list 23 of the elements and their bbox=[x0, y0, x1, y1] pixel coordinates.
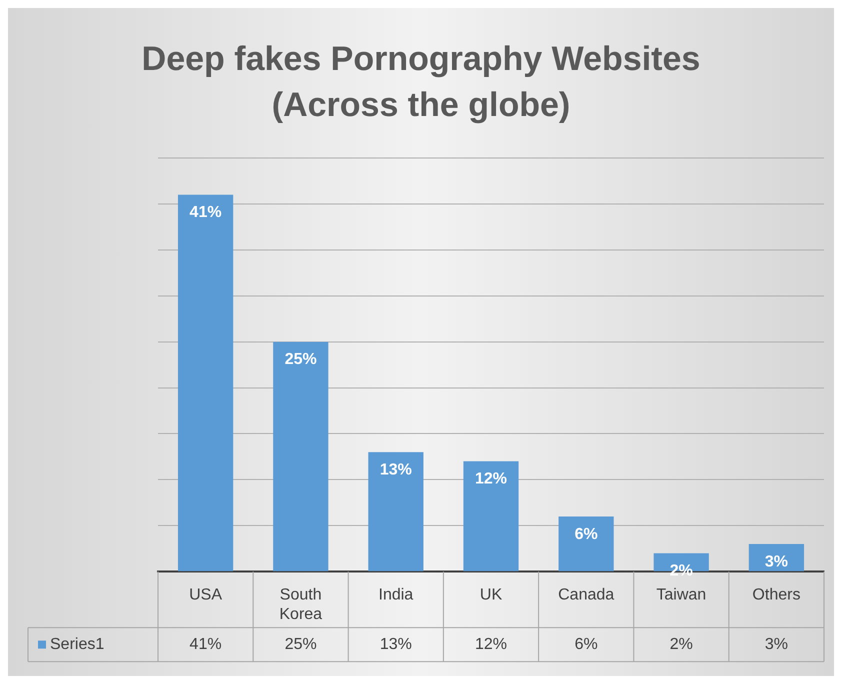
x-tick-label: South Korea bbox=[279, 586, 322, 623]
text: 3% bbox=[764, 553, 788, 570]
data-label: 13% bbox=[380, 636, 412, 654]
text: 6% bbox=[574, 526, 598, 543]
x-tick-label: UK bbox=[480, 586, 502, 604]
data-label: 6% bbox=[574, 636, 598, 654]
data-label: 12% bbox=[474, 636, 508, 654]
data-label: 3% bbox=[764, 636, 788, 654]
data-label: 41% bbox=[190, 636, 222, 654]
x-tick-label: Canada bbox=[558, 586, 614, 604]
text: 12% bbox=[474, 470, 508, 488]
data-label: 2% bbox=[670, 636, 693, 654]
legend-label: Series1 bbox=[50, 636, 104, 654]
chart-title: Deep fakes Pornography Websites (Across the globe) bbox=[141, 39, 701, 126]
text: 2% bbox=[670, 562, 693, 580]
text: 25% bbox=[284, 351, 317, 368]
x-tick-label: Taiwan bbox=[656, 586, 706, 604]
text: 41% bbox=[190, 204, 222, 222]
data-label: 25% bbox=[284, 636, 317, 654]
x-tick-label: India bbox=[378, 586, 414, 604]
x-tick-label: USA bbox=[189, 586, 222, 604]
text: 13% bbox=[380, 462, 412, 479]
x-tick-label: Others bbox=[752, 586, 800, 604]
